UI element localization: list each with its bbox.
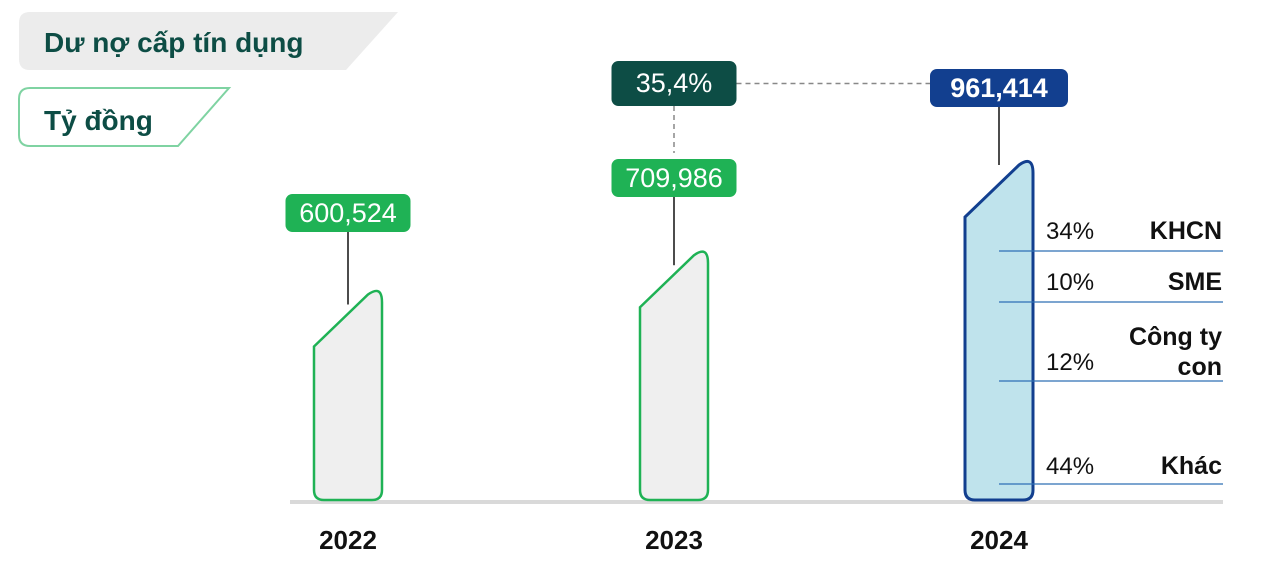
growth-label-box — [611, 61, 737, 106]
segment-percent-0: 34% — [1046, 218, 1094, 245]
year-label-2024: 2024 — [970, 525, 1028, 555]
bar-2022 — [312, 289, 384, 502]
value-label-box-2023 — [611, 159, 737, 197]
segment-name-2-line-0: Công ty — [1129, 323, 1222, 351]
growth-label: 35,4% — [636, 68, 713, 98]
segment-name-1: SME — [1168, 268, 1222, 296]
bar-2023 — [638, 250, 710, 502]
segment-name-2-line-1: con — [1178, 353, 1222, 381]
value-label-box-2022 — [285, 194, 411, 232]
value-label-2024: 961,414 — [950, 73, 1048, 103]
bar-2024 — [963, 159, 1035, 502]
segment-percent-1: 10% — [1046, 269, 1094, 296]
unit-label: Tỷ đồng — [44, 105, 153, 136]
year-label-2022: 2022 — [319, 525, 377, 555]
unit-tab: Tỷ đồng — [18, 87, 232, 147]
segment-percent-3: 44% — [1046, 453, 1094, 480]
value-label-box-2024 — [930, 69, 1068, 107]
segment-name-0: KHCN — [1150, 217, 1222, 245]
chart-title: Dư nợ cấp tín dụng — [44, 27, 304, 58]
value-labels-group: 600,524 709,986 961,414 35,4% — [285, 61, 1068, 305]
year-label-2023: 2023 — [645, 525, 703, 555]
connector-lines — [673, 82, 930, 153]
bars-group — [312, 159, 1035, 502]
year-labels-group: 2022 2023 2024 — [319, 525, 1028, 555]
value-label-2023: 709,986 — [625, 163, 723, 193]
value-label-2022: 600,524 — [299, 198, 397, 228]
segment-name-3: Khác — [1161, 452, 1222, 480]
segment-percent-2: 12% — [1046, 349, 1094, 376]
chart-title-tab: Dư nợ cấp tín dụng — [19, 12, 398, 70]
